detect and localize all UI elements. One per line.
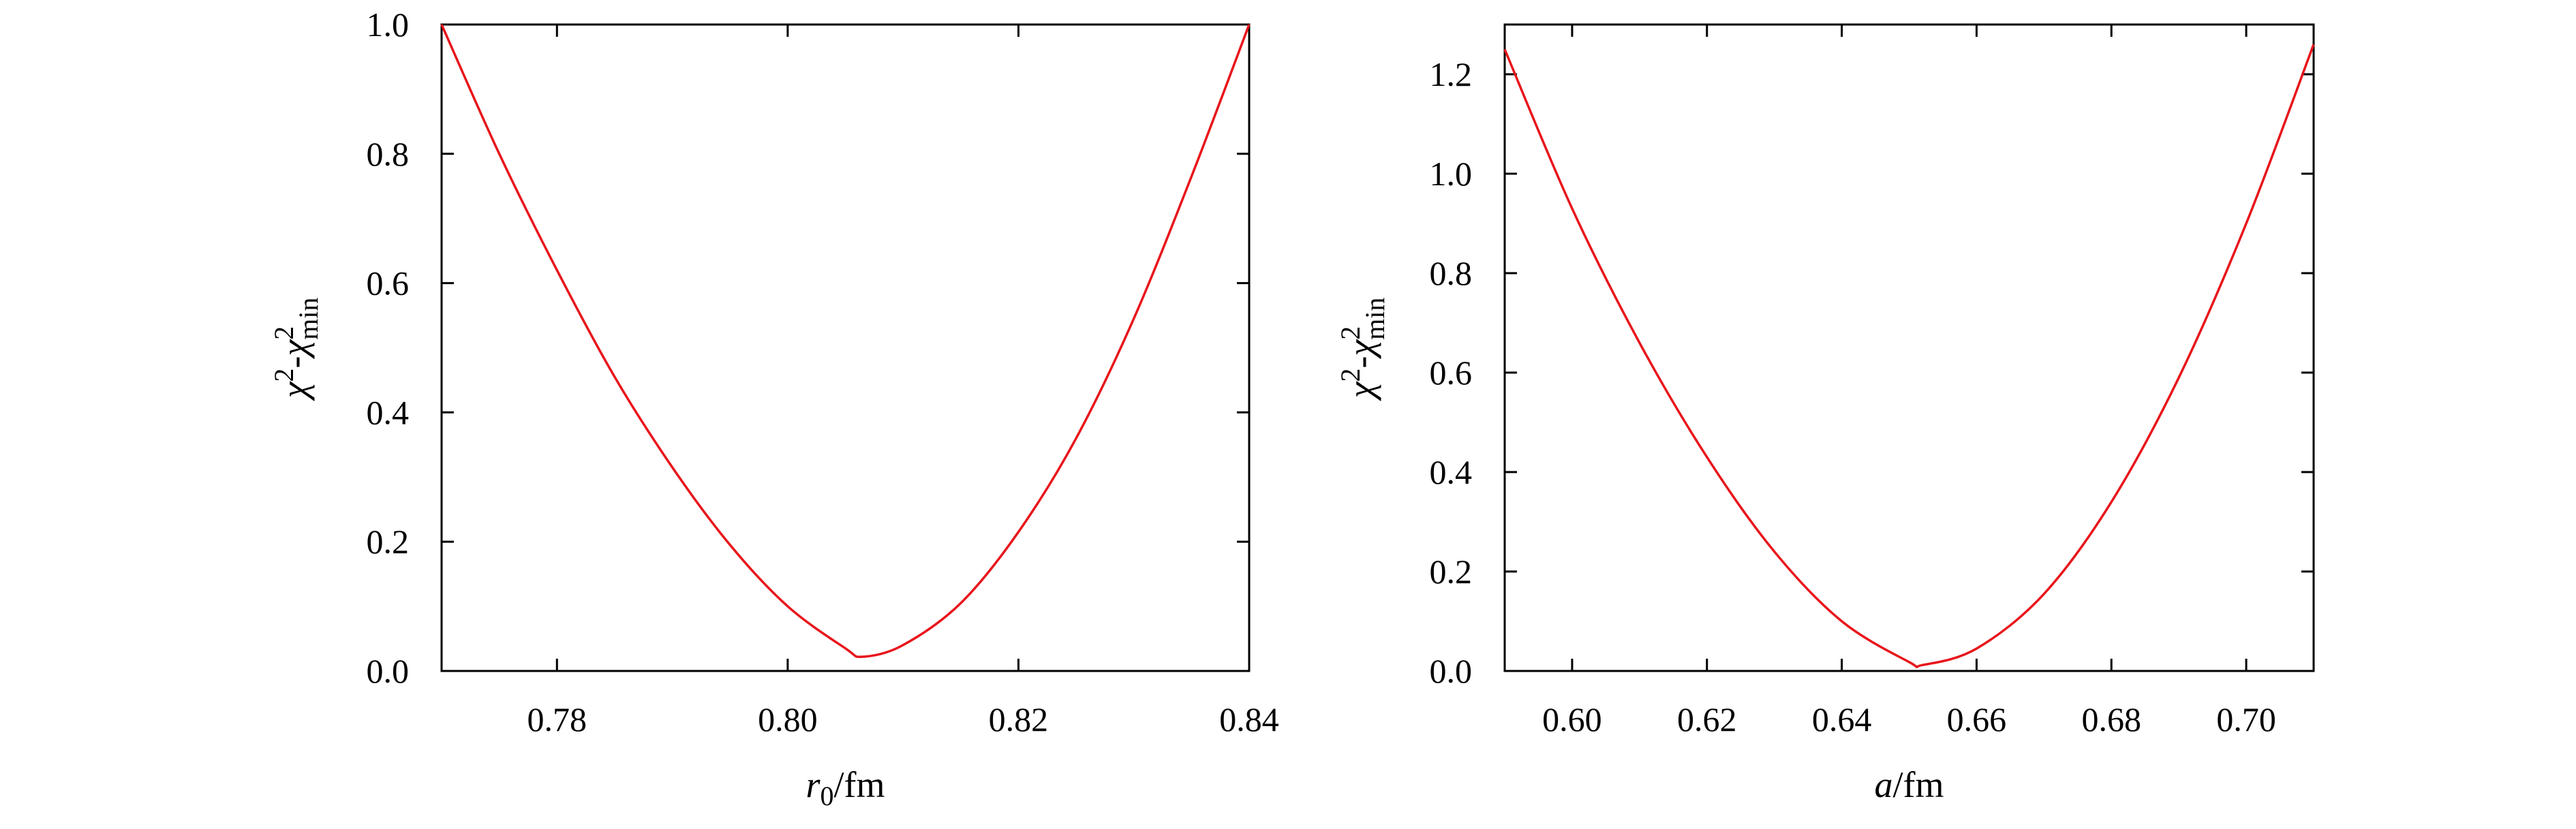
x-tick-label: 0.84 bbox=[1219, 700, 1279, 738]
plot-frame bbox=[440, 23, 1251, 672]
x-tick-label: 0.78 bbox=[527, 700, 587, 738]
y-tick-label: 0.2 bbox=[367, 522, 410, 561]
x-tick-label: 0.66 bbox=[1947, 700, 2007, 738]
y-axis-sup-min: 2 bbox=[1335, 326, 1366, 340]
data-curve bbox=[440, 24, 1251, 659]
y-tick-label: 0.8 bbox=[367, 135, 410, 173]
y-tick-label: 0.0 bbox=[1430, 652, 1473, 690]
data-curve bbox=[1503, 44, 2315, 669]
plot-frame bbox=[1503, 23, 2315, 672]
y-axis-sup: 2 bbox=[269, 369, 299, 382]
y-axis-dash: - bbox=[274, 356, 315, 369]
y-axis-sup: 2 bbox=[1335, 369, 1366, 382]
y-axis-chi-min: χ bbox=[274, 339, 315, 360]
x-axis-sub: 0 bbox=[821, 781, 834, 811]
x-tick-label: 0.62 bbox=[1677, 700, 1737, 738]
y-tick-label: 0.4 bbox=[367, 393, 410, 431]
x-tick-label: 0.80 bbox=[758, 700, 818, 738]
y-tick-label: 0.4 bbox=[1430, 453, 1473, 491]
x-axis-unit: /fm bbox=[1893, 764, 1944, 805]
x-axis-var: a bbox=[1875, 764, 1893, 805]
y-tick-label: 1.0 bbox=[367, 5, 410, 44]
y-axis-chi-min: χ bbox=[1340, 339, 1381, 360]
x-tick-label: 0.64 bbox=[1812, 700, 1872, 738]
x-tick-label: 0.68 bbox=[2082, 700, 2142, 738]
x-axis-label: r0/fm bbox=[806, 764, 885, 811]
y-tick-label: 0.8 bbox=[1430, 254, 1473, 292]
y-tick-label: 1.2 bbox=[1430, 55, 1473, 93]
y-axis-chi: χ bbox=[274, 381, 315, 401]
x-axis-unit: /fm bbox=[834, 764, 885, 805]
y-tick-label: 0.2 bbox=[1430, 552, 1473, 591]
y-tick-label: 0.6 bbox=[367, 264, 410, 302]
y-axis-sub-min: min bbox=[293, 298, 324, 340]
x-tick-label: 0.60 bbox=[1542, 700, 1602, 738]
chart-panel-2: 0.60 0.62 0.64 0.66 0.68 0.70 0.0 0.2 0.4 0.6 0.8 1… bbox=[1335, 23, 2315, 805]
y-axis-dash: - bbox=[1340, 356, 1381, 369]
y-axis-label: χ2-χ2min bbox=[269, 298, 324, 402]
y-axis-sup-min: 2 bbox=[269, 326, 299, 340]
y-tick-label: 1.0 bbox=[1430, 155, 1473, 193]
x-axis-label: a/fm bbox=[1875, 764, 1944, 805]
x-tick-label: 0.82 bbox=[989, 700, 1049, 738]
y-axis-label: χ2-χ2min bbox=[1335, 298, 1390, 402]
y-axis-chi: χ bbox=[1340, 381, 1381, 401]
y-axis-sub-min: min bbox=[1360, 298, 1390, 340]
chart-panel-1: 0.78 0.80 0.82 0.84 0.0 0.2 0.4 0.6 0.8 1.0 r0/fm χ… bbox=[269, 5, 1279, 811]
y-tick-label: 0.0 bbox=[367, 652, 410, 690]
y-tick-label: 0.6 bbox=[1430, 354, 1473, 392]
x-tick-label: 0.70 bbox=[2216, 700, 2276, 738]
x-axis-var: r bbox=[806, 764, 821, 805]
